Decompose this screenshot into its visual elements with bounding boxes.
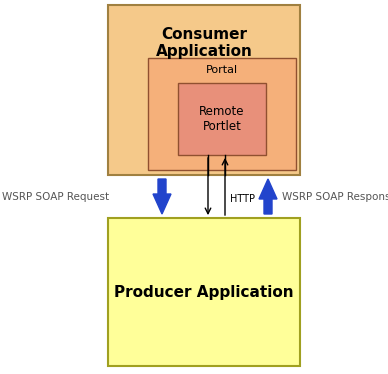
Text: Portal: Portal [206, 65, 238, 75]
Polygon shape [259, 179, 277, 214]
Text: HTTP: HTTP [230, 193, 255, 203]
Bar [108, 218, 300, 366]
Text: WSRP SOAP Response: WSRP SOAP Response [282, 191, 388, 202]
Text: WSRP SOAP Request: WSRP SOAP Request [2, 191, 109, 202]
Bar [178, 83, 266, 155]
Polygon shape [153, 179, 171, 214]
Bar [148, 58, 296, 170]
Bar [108, 5, 300, 175]
Text: Producer Application: Producer Application [114, 285, 294, 300]
Text: Consumer
Application: Consumer Application [156, 27, 253, 59]
Text: Remote
Portlet: Remote Portlet [199, 105, 245, 133]
